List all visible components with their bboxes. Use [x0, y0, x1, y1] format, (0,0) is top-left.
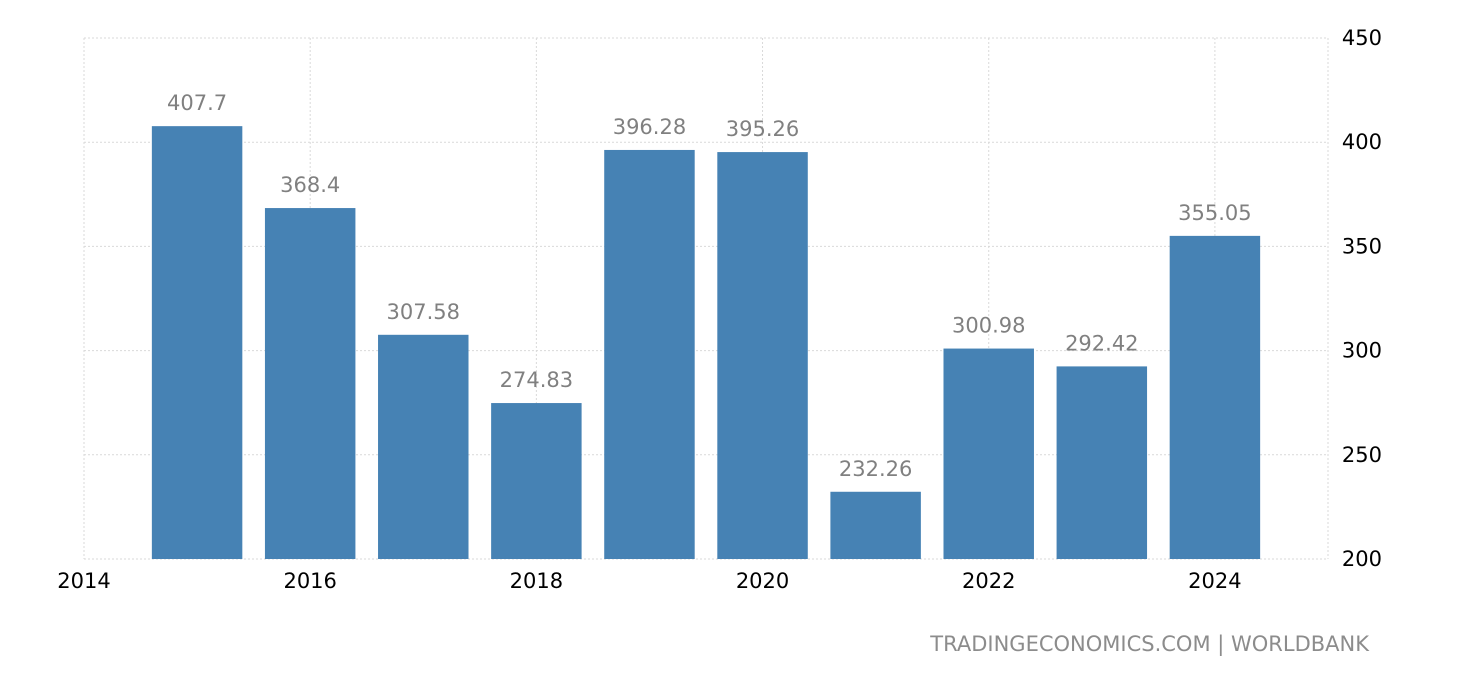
- data-label: 292.42: [1065, 331, 1138, 355]
- bar: [151, 126, 243, 559]
- data-label: 396.28: [613, 115, 686, 139]
- x-tick-label: 2014: [57, 569, 110, 593]
- data-labels: 407.7 368.4 307.58 274.83 396.28 395.26 232.26…: [167, 91, 1252, 481]
- bars: [151, 126, 1261, 560]
- x-tick-label: 2016: [283, 569, 336, 593]
- data-label: 274.83: [500, 368, 573, 392]
- x-tick-label: 2022: [962, 569, 1015, 593]
- bar: [1056, 366, 1148, 559]
- y-tick-label: 350: [1342, 234, 1382, 258]
- y-tick-label: 450: [1342, 26, 1382, 50]
- bar: [378, 334, 469, 559]
- bar: [264, 208, 356, 560]
- y-tick-label: 200: [1342, 547, 1382, 571]
- data-label: 307.58: [387, 300, 460, 324]
- data-label: 232.26: [839, 457, 912, 481]
- bar: [604, 149, 695, 559]
- data-label: 355.05: [1178, 201, 1251, 225]
- bar: [491, 403, 582, 559]
- source-credit: TRADINGECONOMICS.COM | WORLDBANK: [929, 632, 1370, 657]
- x-tick-label: 2020: [736, 569, 789, 593]
- y-tick-label: 400: [1342, 130, 1382, 154]
- bar: [1169, 235, 1261, 559]
- data-label: 368.4: [280, 173, 340, 197]
- y-tick-label: 300: [1342, 339, 1382, 363]
- bar: [717, 152, 808, 559]
- y-axis-ticks: 200 250 300 350 400 450: [1342, 26, 1382, 571]
- x-tick-label: 2018: [510, 569, 563, 593]
- bar: [943, 348, 1034, 559]
- bar: [830, 491, 921, 559]
- x-tick-label: 2024: [1188, 569, 1241, 593]
- y-tick-label: 250: [1342, 443, 1382, 467]
- data-label: 407.7: [167, 91, 227, 115]
- x-axis-ticks: 2014 2016 2018 2020 2022 2024: [57, 569, 1241, 593]
- data-label: 395.26: [726, 117, 799, 141]
- data-label: 300.98: [952, 314, 1025, 338]
